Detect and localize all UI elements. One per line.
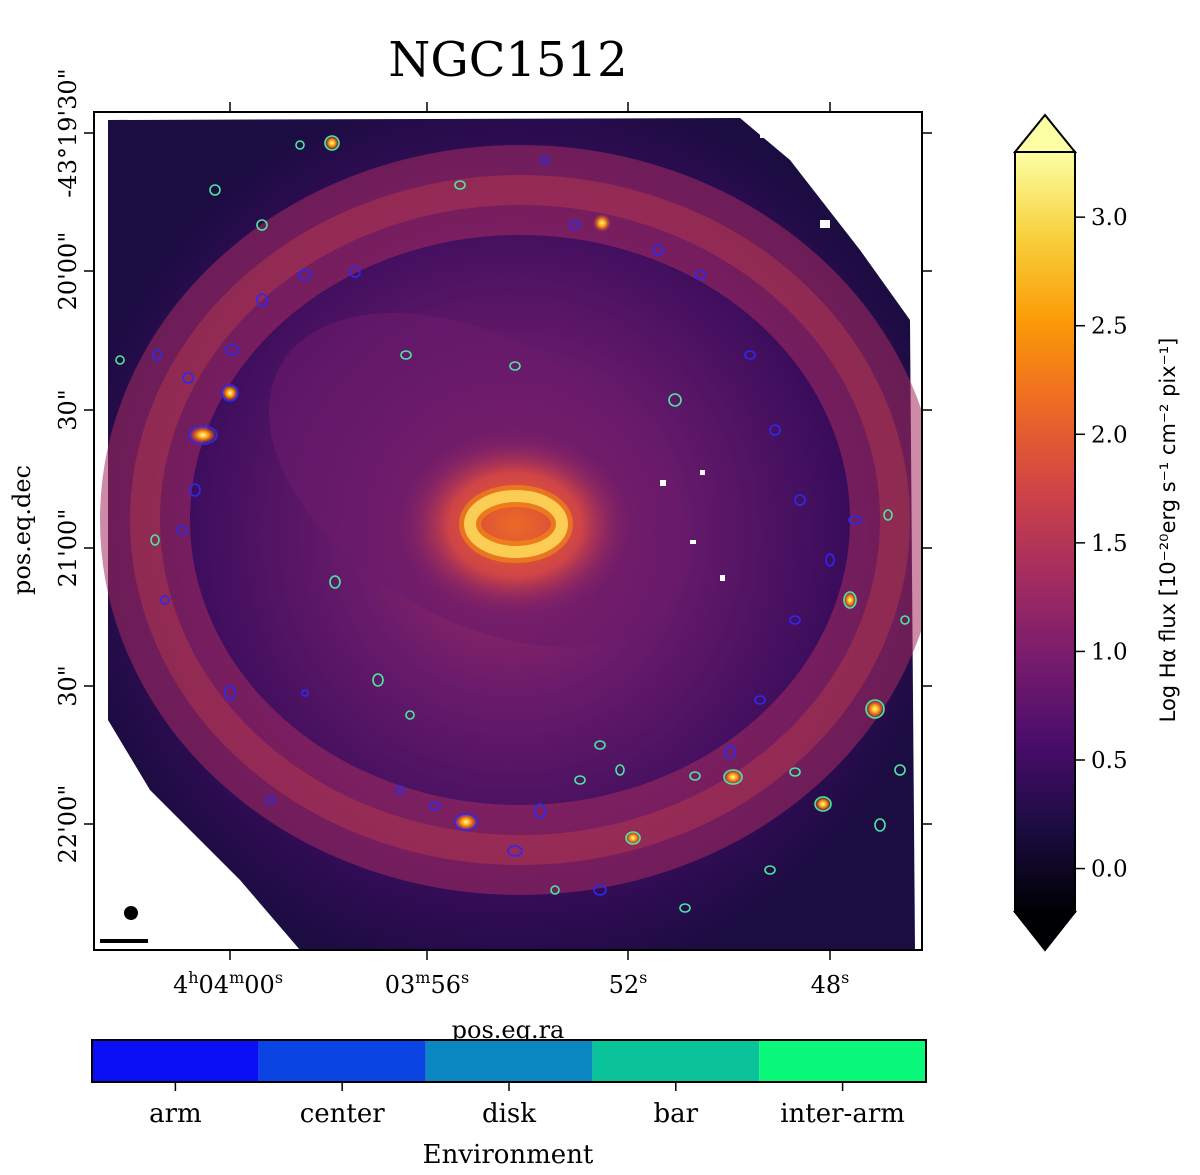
flux-colorbar: 3.0 2.5 2.0 1.5 1.0 0.5 0.0 Log Hα flux [10⁻²⁰… — [1012, 113, 1180, 952]
beam-marker — [124, 906, 138, 920]
noise-mask — [110, 130, 905, 942]
dec-tick-labels: -43°19'30" 20'00" 30" 21'00" 30" 22'00" — [54, 68, 82, 863]
colorbar-label: Log Hα flux [10⁻²⁰erg s⁻¹ cm⁻² pix⁻¹] — [1156, 338, 1180, 723]
colorbar-extend-bottom — [1012, 911, 1078, 952]
figure-title: NGC1512 — [388, 32, 627, 88]
legend-swatch-center — [258, 1040, 426, 1082]
legend-label-bar: bar — [654, 1099, 699, 1129]
dec-tick-label-5: 22'00" — [54, 785, 82, 864]
ra-tick-label-0: 4h04m00s — [173, 968, 283, 999]
ra-tick-label-1: 03m56s — [385, 968, 469, 999]
colorbar-tick-label: 3.0 — [1091, 205, 1128, 231]
environment-legend: arm center disk bar inter-arm — [91, 1039, 927, 1129]
halpha-image — [94, 112, 922, 950]
colorbar-tick-label: 1.5 — [1091, 531, 1128, 557]
legend-swatch-arm — [92, 1040, 259, 1082]
dec-tick-label-3: 21'00" — [54, 509, 82, 588]
scale-bar — [100, 939, 148, 943]
ra-ticks — [229, 102, 831, 960]
dec-tick-label-4: 30" — [54, 665, 82, 707]
colorbar-tick-label: 0.5 — [1091, 748, 1128, 774]
colorbar-tick-label: 2.0 — [1091, 422, 1128, 448]
legend-label-arm: arm — [149, 1099, 202, 1129]
dec-tick-label-0: -43°19'30" — [54, 68, 82, 197]
colorbar-body — [1014, 151, 1076, 913]
dec-tick-label-1: 20'00" — [54, 232, 82, 311]
legend-label-inter-arm: inter-arm — [780, 1099, 905, 1129]
image-frame — [93, 111, 923, 951]
dec-tick-label-2: 30" — [54, 389, 82, 431]
region-contours-arm — [152, 155, 862, 896]
y-axis-label: pos.eq.dec — [8, 465, 36, 595]
region-contours-inter-arm — [115, 135, 910, 913]
ra-tick-label-2: 52s — [609, 968, 648, 999]
environment-label: Environment — [423, 1140, 594, 1170]
colorbar-ticks: 3.0 2.5 2.0 1.5 1.0 0.5 0.0 — [1075, 205, 1128, 883]
star-forming-ring — [100, 145, 922, 895]
legend-swatch-bar — [592, 1040, 760, 1082]
colorbar-tick-label: 0.0 — [1091, 857, 1128, 883]
legend-label-disk: disk — [482, 1099, 536, 1129]
colorbar-extend-top — [1012, 113, 1078, 153]
legend-label-center: center — [300, 1099, 386, 1129]
colorbar-tick-label: 1.0 — [1091, 639, 1128, 665]
legend-border — [91, 1039, 927, 1083]
ra-tick-label-3: 48s — [811, 968, 850, 999]
colorbar-tick-label: 2.5 — [1091, 314, 1128, 340]
legend-swatch-inter-arm — [759, 1040, 926, 1082]
dec-ticks — [84, 132, 932, 825]
legend-swatch-disk — [425, 1040, 593, 1082]
